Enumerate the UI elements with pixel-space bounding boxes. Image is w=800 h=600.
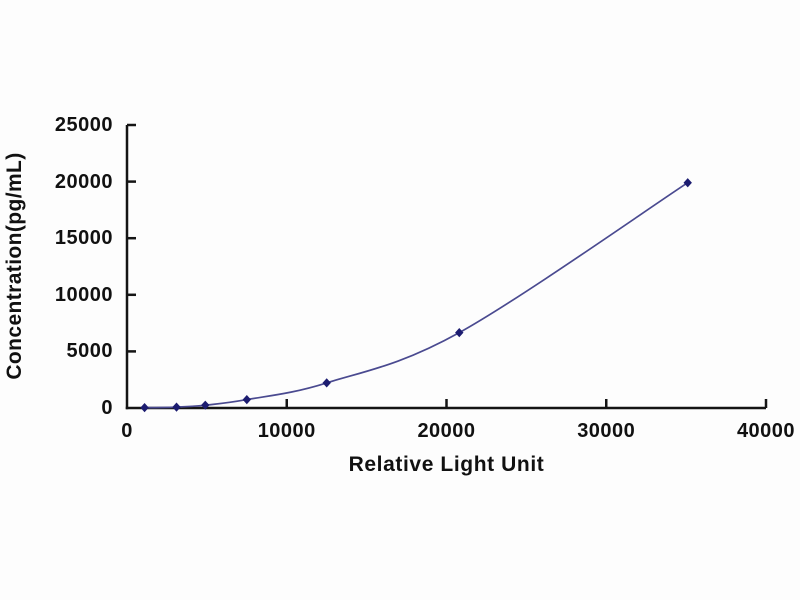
- y-tick-label: 20000: [54, 170, 113, 193]
- x-tick-label: 10000: [257, 420, 316, 442]
- series-marker: [172, 402, 181, 412]
- x-tick-label: 40000: [736, 420, 796, 442]
- series-marker: [140, 403, 149, 413]
- series-marker: [201, 400, 210, 410]
- x-axis-title: Relative Light Unit: [348, 453, 545, 476]
- series-marker: [242, 395, 252, 405]
- y-tick-label: 15000: [54, 227, 113, 250]
- y-tick-label: 10000: [54, 283, 113, 306]
- y-tick-label: 5000: [66, 340, 113, 363]
- series-marker: [455, 328, 464, 338]
- x-tick-label: 0: [121, 420, 133, 442]
- series-line: [144, 181, 689, 409]
- series-marker: [322, 378, 331, 388]
- y-tick-label: 0: [101, 397, 113, 419]
- series-marker: [683, 178, 692, 188]
- x-tick-label: 30000: [577, 420, 636, 442]
- x-tick-label: 20000: [417, 420, 476, 442]
- y-tick-label: 25000: [54, 114, 113, 136]
